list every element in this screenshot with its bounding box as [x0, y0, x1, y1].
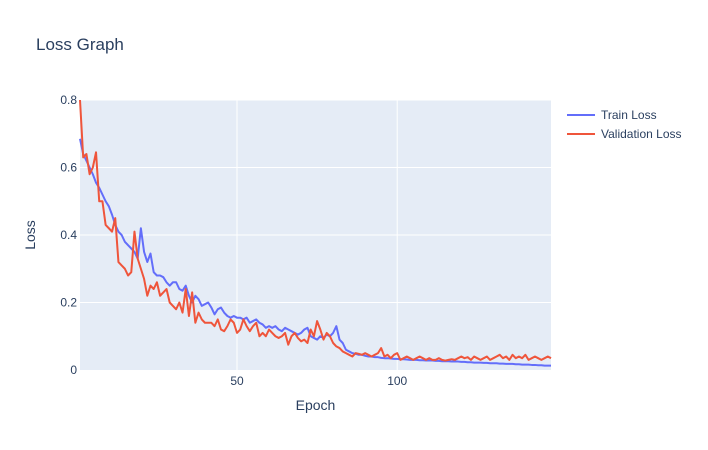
y-tick-label: 0.8	[60, 93, 77, 107]
legend-label-train-loss: Train Loss	[601, 108, 657, 122]
legend: Train Loss Validation Loss	[567, 108, 682, 141]
x-tick-labels: 50 100	[230, 374, 407, 388]
series-line-train-loss[interactable]	[79, 138, 551, 367]
x-tick-label: 100	[387, 374, 407, 388]
x-tick-label: 50	[230, 374, 244, 388]
y-tick-label: 0	[70, 363, 77, 377]
y-tick-label: 0.6	[60, 161, 77, 175]
y-tick-label: 0.2	[60, 296, 77, 310]
x-axis-title: Epoch	[296, 397, 336, 413]
legend-label-validation-loss: Validation Loss	[601, 127, 682, 141]
y-axis-title: Loss	[22, 220, 38, 250]
series-layer	[79, 99, 552, 367]
series-line-validation-loss[interactable]	[79, 99, 552, 362]
legend-item-validation-loss[interactable]: Validation Loss	[567, 127, 682, 141]
y-tick-labels: 0 0.2 0.4 0.6 0.8	[60, 93, 77, 377]
legend-item-train-loss[interactable]: Train Loss	[567, 108, 657, 122]
chart-title: Loss Graph	[36, 35, 124, 54]
y-tick-label: 0.4	[60, 228, 77, 242]
grid-lines	[80, 99, 551, 370]
